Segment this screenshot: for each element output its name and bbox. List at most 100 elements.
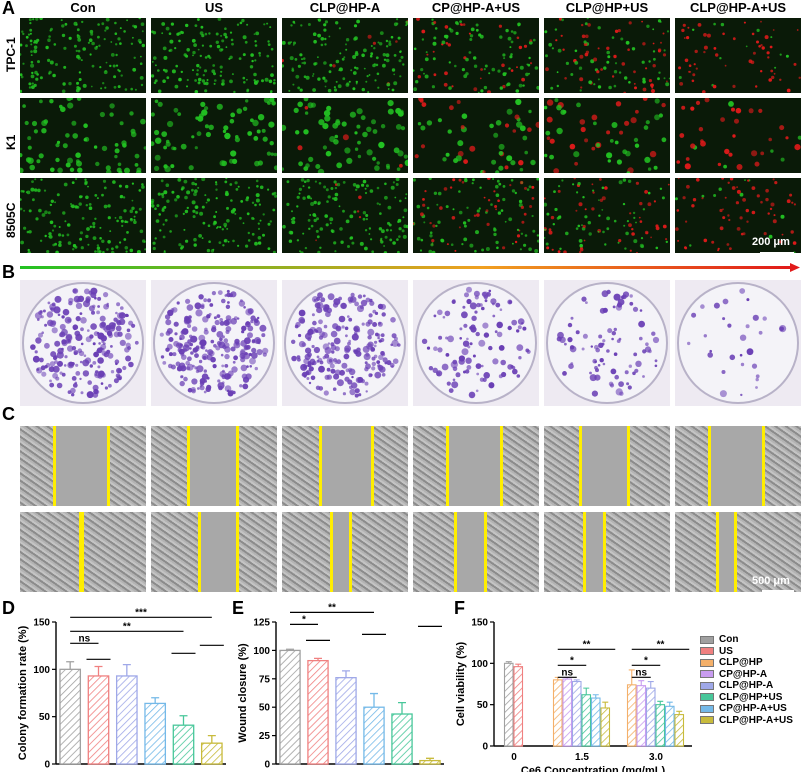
fluorescence-image	[675, 18, 801, 93]
colony-dish-image	[282, 280, 408, 406]
bar	[200, 742, 223, 765]
legend-label: US	[719, 645, 733, 657]
panel-label-b: B	[2, 262, 15, 282]
y-tick-label: 125	[253, 618, 270, 629]
error-bar	[657, 700, 664, 705]
wound-gap	[320, 426, 372, 506]
y-tick-label: 75	[259, 674, 271, 685]
wound-edge-line	[627, 426, 630, 506]
bar	[655, 704, 666, 747]
error-bar	[342, 670, 350, 678]
fluorescence-image	[20, 98, 146, 173]
bar	[279, 649, 301, 765]
legend-item: CLP@HP-A	[700, 680, 793, 692]
y-tick-label: 150	[471, 618, 488, 629]
bar	[59, 668, 82, 765]
wound-edge-line	[349, 512, 352, 592]
row-label: K1	[4, 134, 18, 150]
significance-label: ns	[635, 667, 647, 678]
bar	[115, 675, 138, 765]
bar	[391, 713, 413, 765]
wound-edge-line	[716, 512, 719, 592]
legend-swatch	[700, 681, 714, 690]
y-tick-label: 50	[39, 712, 51, 723]
wound-image	[282, 426, 408, 506]
wound-image	[20, 512, 146, 592]
column-label: CLP@HP-A+US	[689, 0, 787, 15]
wound-edge-line	[446, 426, 449, 506]
fluorescence-image	[151, 18, 277, 93]
error-bar	[94, 665, 103, 676]
wound-image	[282, 512, 408, 592]
x-tick-label: 0	[511, 752, 517, 763]
fluorescence-image	[282, 178, 408, 253]
fluorescence-image	[413, 98, 539, 173]
bar	[552, 679, 563, 747]
significance-label: **	[123, 621, 131, 632]
wound-image	[413, 426, 539, 506]
error-bar	[583, 687, 590, 695]
wound-edge-line	[79, 512, 82, 592]
column-label: CLP@HP-A	[309, 0, 381, 15]
fluorescence-image	[151, 178, 277, 253]
wound-gap	[199, 512, 237, 592]
wound-gap	[580, 426, 628, 506]
error-bar	[179, 715, 188, 726]
legend-item: CLP@HP+US	[700, 692, 793, 704]
wound-image	[151, 426, 277, 506]
y-axis-label: Wound closure (%)	[237, 643, 249, 743]
wound-image	[20, 426, 146, 506]
scale-bar-label-c: 500 μm	[752, 575, 790, 587]
significance-label: *	[302, 614, 306, 625]
y-tick-label: 0	[482, 742, 488, 753]
wound-gap	[584, 512, 604, 592]
wound-image	[675, 512, 801, 592]
row-label: TPC-1	[4, 37, 18, 72]
column-label: CP@HP-A+US	[431, 0, 521, 15]
wound-edge-line	[583, 512, 586, 592]
fluorescence-image	[413, 18, 539, 93]
wound-edge-line	[236, 426, 239, 506]
y-tick-label: 25	[259, 731, 271, 742]
significance-label: **	[657, 639, 665, 650]
significance-label: *	[570, 655, 574, 666]
panel-label-f: F	[454, 598, 465, 618]
wound-image	[151, 512, 277, 592]
bar	[419, 759, 441, 765]
significance-label: ***	[135, 607, 147, 618]
legend-label: CLP@HP+US	[719, 691, 783, 703]
wound-image	[544, 512, 670, 592]
y-tick-label: 50	[259, 703, 271, 714]
wound-gap	[455, 512, 485, 592]
legend-label: CP@HP-A	[719, 668, 768, 680]
legend-swatch	[700, 658, 714, 667]
error-bar	[122, 663, 131, 676]
bar	[626, 684, 637, 747]
row-label: 8505C	[4, 202, 18, 238]
y-axis-label: Cell viability (%)	[455, 641, 467, 726]
legend-label: Con	[719, 634, 739, 646]
wound-gap	[709, 426, 763, 506]
wound-edge-line	[187, 426, 190, 506]
bar	[590, 697, 601, 747]
error-bar	[647, 680, 654, 689]
significance-label: ns	[561, 667, 573, 678]
colony-dish-image	[675, 280, 801, 406]
error-bar	[66, 661, 75, 670]
legend-f: Con US CLP@HP CP@HP-A CLP@HP-A CLP@HP+US…	[700, 634, 793, 726]
wound-edge-line	[484, 512, 487, 592]
fluorescence-image	[282, 18, 408, 93]
error-bar	[398, 702, 406, 715]
wound-edge-line	[454, 512, 457, 592]
error-bar	[207, 734, 216, 744]
bar	[562, 678, 573, 747]
cell-viability-chart: 0 50 100 150 Cell viability (%) 0 1.5 3.0 Ce6 Co…	[455, 618, 692, 772]
significance-label: *	[644, 655, 648, 666]
legend-swatch	[700, 716, 714, 725]
wound-edge-line	[53, 426, 56, 506]
legend-label: CLP@HP-A	[719, 680, 774, 692]
legend-label: CLP@HP-A+US	[719, 714, 793, 726]
x-tick-label: 1.5	[575, 752, 589, 763]
wound-image	[544, 426, 670, 506]
